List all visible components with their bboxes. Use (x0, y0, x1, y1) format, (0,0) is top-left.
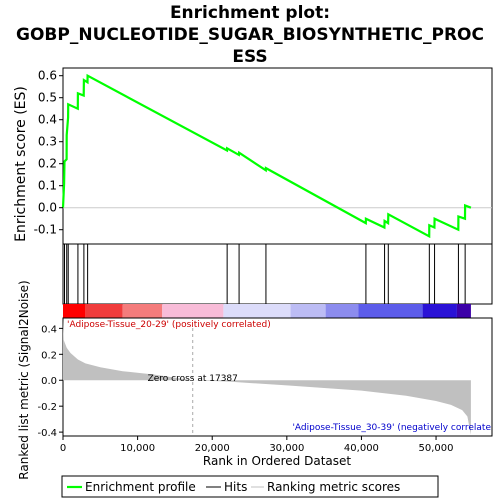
x-tick-label: 40,000 (344, 443, 379, 454)
x-tick-label: 10,000 (120, 443, 155, 454)
color-bar-segment (223, 304, 291, 318)
color-bar-segment (122, 304, 163, 318)
es-tick-label: 0.1 (38, 179, 57, 193)
es-panel-frame (62, 67, 493, 245)
metric-y-label: Ranked list metric (Signal2Noise) (17, 280, 31, 479)
legend-frame (61, 475, 439, 498)
color-bar-segment (63, 304, 86, 318)
negative-class-label: 'Adipose-Tissue_30-39' (negatively corre… (292, 423, 491, 433)
hits-marks (63, 244, 466, 304)
color-bar-segment (85, 304, 123, 318)
legend: Enrichment profile Hits Ranking metric s… (61, 475, 439, 498)
x-tick-label: 50,000 (419, 443, 454, 454)
legend-label-hits: Hits (224, 480, 247, 494)
legend-label-profile: Enrichment profile (85, 480, 196, 494)
title-line-1: Enrichment plot: (170, 3, 330, 23)
color-bar-segment (456, 304, 471, 318)
x-axis-label: Rank in Ordered Dataset (203, 454, 351, 468)
es-tick-label: -0.1 (34, 223, 57, 237)
es-tick-label: 0.3 (38, 135, 57, 149)
enrichment-profile-line (61, 73, 472, 239)
color-bar-segment (422, 304, 457, 318)
metric-tick-label: 0.0 (41, 376, 57, 387)
color-bar-segment (162, 304, 224, 318)
title-line-2: GOBP_NUCLEOTIDE_SUGAR_BIOSYNTHETIC_PROC (16, 25, 484, 45)
x-axis: 0 10,000 20,000 30,000 40,000 50,000 (60, 436, 454, 454)
x-tick-label: 20,000 (195, 443, 230, 454)
metric-axis: 0.4 0.2 0.0 -0.2 -0.4 (37, 324, 63, 439)
ranking-metric-area (63, 318, 471, 435)
x-tick-label: 0 (60, 443, 66, 454)
chart-title: Enrichment plot: GOBP_NUCLEOTIDE_SUGAR_B… (16, 3, 484, 67)
es-tick-label: 0.2 (38, 157, 57, 171)
hits-panel-frame (62, 243, 493, 305)
x-tick-label: 30,000 (269, 443, 304, 454)
color-bar-segment (325, 304, 359, 318)
metric-tick-label: 0.2 (41, 350, 57, 361)
rank-color-bar (63, 304, 471, 318)
zero-cross-label: Zero cross at 17387 (148, 374, 238, 384)
es-tick-label: 0.0 (38, 201, 57, 215)
es-tick-label: 0.6 (38, 69, 57, 83)
color-bar-segment (358, 304, 423, 318)
legend-label-metric: Ranking metric scores (267, 480, 400, 494)
es-axis: 0.6 0.5 0.4 0.3 0.2 0.1 0.0 -0.1 (34, 69, 63, 237)
metric-tick-label: 0.4 (41, 324, 57, 335)
color-bar-segment (290, 304, 326, 318)
metric-tick-label: -0.4 (37, 428, 57, 439)
es-y-label: Enrichment score (ES) (13, 86, 29, 242)
es-tick-label: 0.4 (38, 113, 57, 127)
es-tick-label: 0.5 (38, 91, 57, 105)
metric-tick-label: -0.2 (37, 402, 57, 413)
positive-class-label: 'Adipose-Tissue_20-29' (positively corre… (67, 320, 271, 330)
title-line-3: ESS (232, 47, 267, 67)
